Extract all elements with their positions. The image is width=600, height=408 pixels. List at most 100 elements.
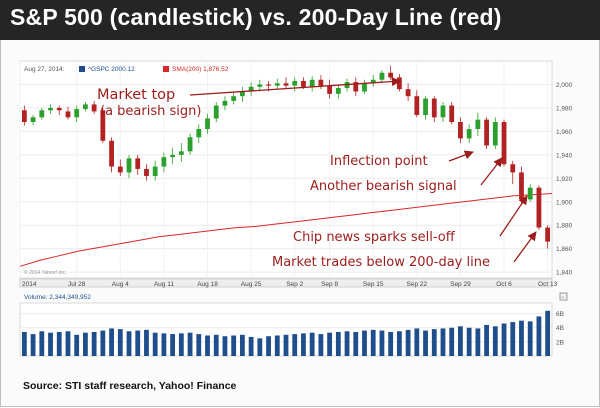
candle-body: [484, 119, 489, 146]
x-tick-label: Sep 8: [321, 281, 338, 288]
volume-bar: [205, 335, 210, 356]
volume-bar: [292, 334, 298, 356]
candle-body: [21, 110, 27, 122]
candle-body: [65, 111, 71, 118]
time-scrollbar[interactable]: [19, 278, 553, 288]
candle-body: [213, 105, 219, 119]
arrow-chip-news: [499, 195, 528, 237]
candle-body: [396, 77, 402, 90]
candle-body: [161, 157, 167, 167]
candle-body: [91, 104, 97, 112]
annotation-below-200: Market trades below 200-day line: [272, 255, 490, 270]
x-tick-label: Sep 22: [407, 281, 428, 288]
candle-body: [248, 86, 254, 92]
volume-bar: [510, 322, 516, 356]
volume-bar: [309, 332, 315, 356]
candle-body: [239, 91, 245, 97]
volume-bar: [187, 332, 193, 356]
sma-200-line: [19, 193, 553, 267]
candle-body: [492, 121, 498, 146]
volume-bar: [379, 330, 385, 356]
candle-body: [501, 121, 507, 165]
annotation-chip-news: Chip news sparks sell-off: [293, 230, 456, 245]
volume-bar: [109, 328, 114, 356]
volume-tick-label: 6B: [556, 311, 564, 318]
volume-bar: [492, 326, 498, 356]
volume-bar: [83, 332, 88, 356]
volume-bar: [117, 329, 123, 356]
volume-tick-label: 4B: [556, 325, 564, 332]
volume-bar: [344, 331, 350, 356]
volume-bar: [152, 332, 158, 356]
volume-bar: [527, 321, 533, 356]
candle-body: [196, 129, 202, 138]
volume-bar: [222, 336, 228, 356]
annotation-market-top-sub: (a bearish sign): [100, 104, 201, 119]
candle-body: [48, 107, 53, 111]
volume-bar: [239, 334, 245, 356]
volume-bar: [396, 331, 402, 356]
candle-body: [527, 187, 533, 200]
volume-bar: [21, 331, 27, 356]
candle-body: [109, 140, 114, 167]
chart-header: Aug 27, 2014: ^GSPC 2000.12 SMA(200) 1,8…: [24, 66, 229, 73]
candle-body: [362, 83, 367, 92]
gspc-legend-swatch: [79, 66, 85, 72]
volume-bar: [39, 331, 45, 356]
volume-toggle-icon[interactable]: [559, 292, 568, 301]
candle-body: [283, 83, 289, 86]
volume-bar: [283, 334, 289, 356]
volume-bar: [144, 329, 149, 356]
y-tick-label: 1,980: [556, 105, 573, 112]
candle-body: [117, 166, 123, 173]
x-tick-label: Sep 29: [450, 281, 471, 288]
x-tick-label: Sep 2: [286, 281, 303, 288]
volume-bar: [466, 327, 472, 356]
volume-bar: [475, 328, 481, 356]
volume-bar: [335, 331, 341, 356]
candle-body: [135, 158, 141, 169]
candle-body: [379, 72, 385, 80]
candle-body: [152, 166, 158, 176]
candle-body: [545, 227, 551, 242]
candle-body: [519, 172, 524, 200]
minus-icon: −: [561, 295, 565, 301]
volume-bar: [257, 338, 263, 356]
annotation-inflection-point: Inflection point: [330, 154, 428, 169]
x-tick-label: Aug 11: [154, 281, 175, 288]
header-date: Aug 27, 2014:: [24, 66, 65, 73]
volume-bar: [301, 333, 306, 356]
arrow-market-top: [189, 77, 401, 96]
volume-bar: [266, 336, 271, 356]
candle-body: [257, 84, 263, 87]
volume-bar: [370, 329, 376, 356]
volume-bar: [318, 334, 324, 356]
candle-body: [431, 98, 437, 118]
arrow-inflection: [448, 150, 474, 162]
header-sma: SMA(200) 1,876.52: [172, 66, 229, 73]
volume-bar: [449, 327, 455, 356]
volume-tick-label: 2B: [556, 339, 564, 346]
y-tick-label: 1,880: [556, 223, 573, 230]
y-tick-label: 1,920: [556, 176, 573, 183]
candle-body: [170, 154, 176, 158]
candle-body: [187, 137, 193, 152]
volume-bar: [65, 331, 71, 356]
y-tick-label: 1,860: [556, 246, 573, 253]
candle-body: [536, 187, 542, 228]
y-tick-label: 2,000: [556, 82, 573, 89]
candle-body: [309, 79, 315, 87]
volume-bar: [74, 334, 80, 356]
volume-bar: [100, 330, 106, 356]
arrow-bearish: [480, 157, 503, 186]
x-tick-label: Sep 15: [363, 281, 384, 288]
volume-bar: [248, 336, 254, 356]
volume-bar: [135, 330, 141, 356]
volume-bar: [545, 310, 551, 356]
volume-bar: [440, 328, 446, 356]
annotation-market-top: Market top: [97, 87, 175, 103]
volume-bar: [423, 330, 428, 356]
header-gspc: ^GSPC 2000.12: [88, 66, 135, 73]
source-note: Source: STI staff research, Yahoo! Finan…: [23, 380, 237, 392]
volume-bar: [126, 331, 132, 356]
